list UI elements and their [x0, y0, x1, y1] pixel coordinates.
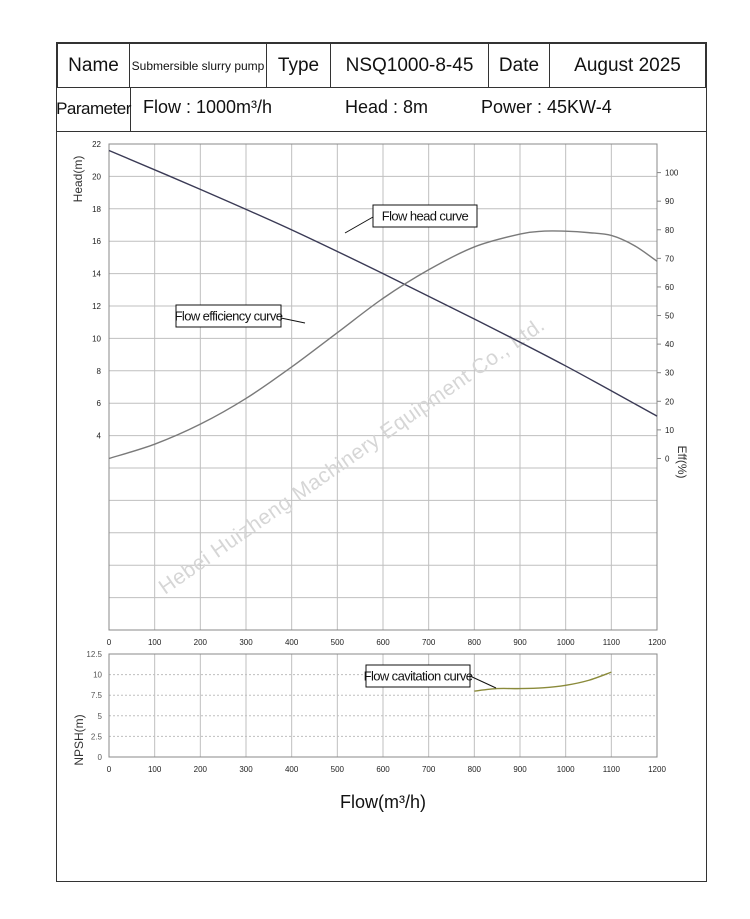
main-chart-grid — [108, 143, 658, 631]
x-tick-label: 100 — [148, 638, 162, 647]
x-tick-label: 800 — [468, 638, 482, 647]
npsh-plot-frame — [108, 653, 658, 758]
flow-cavitation-curve-callout-box — [365, 664, 471, 688]
npsh-x-tick-label: 500 — [331, 765, 345, 774]
npsh-y-tick-label: 5 — [98, 712, 103, 721]
y2-tick-label: 50 — [665, 312, 674, 321]
flow-axis-title: Flow(m³/h) — [340, 792, 426, 812]
npsh-x-tick-label: 600 — [376, 765, 390, 774]
flow-efficiency-curve — [108, 230, 658, 460]
y-tick-label: 20 — [92, 172, 101, 181]
x-tick-label: 0 — [107, 638, 112, 647]
x-tick-label: 200 — [194, 638, 208, 647]
y2-tick-label: 90 — [665, 197, 674, 206]
npsh-x-tick-label: 1100 — [603, 765, 621, 774]
y-tick-label: 18 — [92, 205, 101, 214]
watermark-text: Hebei Huizheng Machinery Equipment Co., … — [155, 313, 550, 599]
y-tick-label: 8 — [97, 367, 102, 376]
flow-cavitation-curve-callout-label: Flow cavitation curve — [364, 669, 473, 684]
flow-head-curve — [108, 149, 658, 417]
x-tick-label: 300 — [239, 638, 253, 647]
npsh-x-tick-label: 200 — [194, 765, 208, 774]
power-parameter: Power : 45KW-4 — [481, 97, 612, 117]
type-label: Type — [266, 43, 330, 88]
y2-tick-label: 70 — [665, 254, 674, 263]
npsh-x-tick-label: 100 — [148, 765, 162, 774]
y-tick-label: 12 — [92, 302, 101, 311]
y2-tick-label: 60 — [665, 283, 674, 292]
flow-parameter: Flow : 1000m³/h — [143, 97, 273, 117]
date-value: August 2025 — [549, 43, 706, 88]
y2-tick-label: 100 — [665, 169, 679, 178]
npsh-x-tick-label: 300 — [239, 765, 253, 774]
head-axis-title: Head(m) — [71, 156, 85, 203]
parameter-label: Parameter — [56, 87, 131, 131]
x-tick-label: 500 — [331, 638, 345, 647]
y-tick-label: 14 — [92, 270, 101, 279]
npsh-tick-labels: 0 100 200 300 400 500 600 700 800 900 1000 1100 1200… — [86, 650, 666, 774]
npsh-y-tick-label: 10 — [93, 671, 102, 680]
flow-cavitation-curve — [474, 671, 612, 692]
pump-data-sheet: Name Submersible slurry pump Type NSQ100… — [56, 42, 707, 882]
y-tick-label: 6 — [97, 399, 102, 408]
y-tick-label: 16 — [92, 237, 101, 246]
x-tick-label: 600 — [376, 638, 390, 647]
y-tick-label: 10 — [92, 334, 101, 343]
y2-tick-label: 40 — [665, 340, 674, 349]
y2-tick-label: 80 — [665, 226, 674, 235]
x-tick-label: 700 — [422, 638, 436, 647]
npsh-y-tick-label: 2.5 — [91, 732, 103, 741]
flow-cavitation-curve-callout-leader — [469, 675, 497, 689]
npsh-x-tick-label: 0 — [107, 765, 112, 774]
y2-tick-label: 30 — [665, 369, 674, 378]
y2-tick-label: 0 — [665, 454, 670, 463]
main-plot-frame — [108, 143, 658, 631]
efficiency-axis-title: Eff(%) — [675, 445, 689, 478]
flow-efficiency-curve-callout-label: Flow efficiency curve — [175, 309, 283, 324]
npsh-x-tick-label: 400 — [285, 765, 299, 774]
npsh-x-tick-label: 1200 — [648, 765, 666, 774]
flow-head-curve-callout-leader — [344, 216, 374, 234]
x-tick-label: 1200 — [648, 638, 666, 647]
parameter-row: Parameter Flow : 1000m³/h Head : 8m Powe… — [56, 87, 706, 132]
npsh-y-tick-label: 12.5 — [86, 650, 102, 659]
callouts: Flow head curve Flow efficiency curve Flow… — [175, 204, 497, 689]
y2-tick-label: 10 — [665, 426, 674, 435]
curves — [108, 149, 658, 692]
npsh-x-tick-label: 800 — [468, 765, 482, 774]
flow-head-curve-callout-box — [372, 204, 478, 228]
npsh-x-tick-label: 900 — [513, 765, 527, 774]
y-tick-label: 22 — [92, 140, 101, 149]
y-tick-label: 4 — [97, 432, 102, 441]
x-tick-label: 1100 — [603, 638, 621, 647]
x-tick-label: 400 — [285, 638, 299, 647]
flow-efficiency-curve-callout-leader — [280, 317, 306, 324]
npsh-axis-title: NPSH(m) — [72, 714, 86, 765]
main-tick-labels: 0 100 200 300 400 500 600 700 800 900 1000 1100 1200… — [92, 140, 679, 647]
flow-head-curve-callout-label: Flow head curve — [382, 209, 469, 224]
x-tick-label: 1000 — [557, 638, 575, 647]
npsh-y-tick-label: 7.5 — [91, 691, 103, 700]
npsh-x-tick-label: 1000 — [557, 765, 575, 774]
head-parameter: Head : 8m — [345, 97, 429, 117]
y2-tick-label: 20 — [665, 397, 674, 406]
flow-efficiency-curve-callout-box — [175, 304, 282, 328]
npsh-y-tick-label: 0 — [98, 753, 103, 762]
npsh-x-tick-label: 700 — [422, 765, 436, 774]
x-tick-label: 900 — [513, 638, 527, 647]
